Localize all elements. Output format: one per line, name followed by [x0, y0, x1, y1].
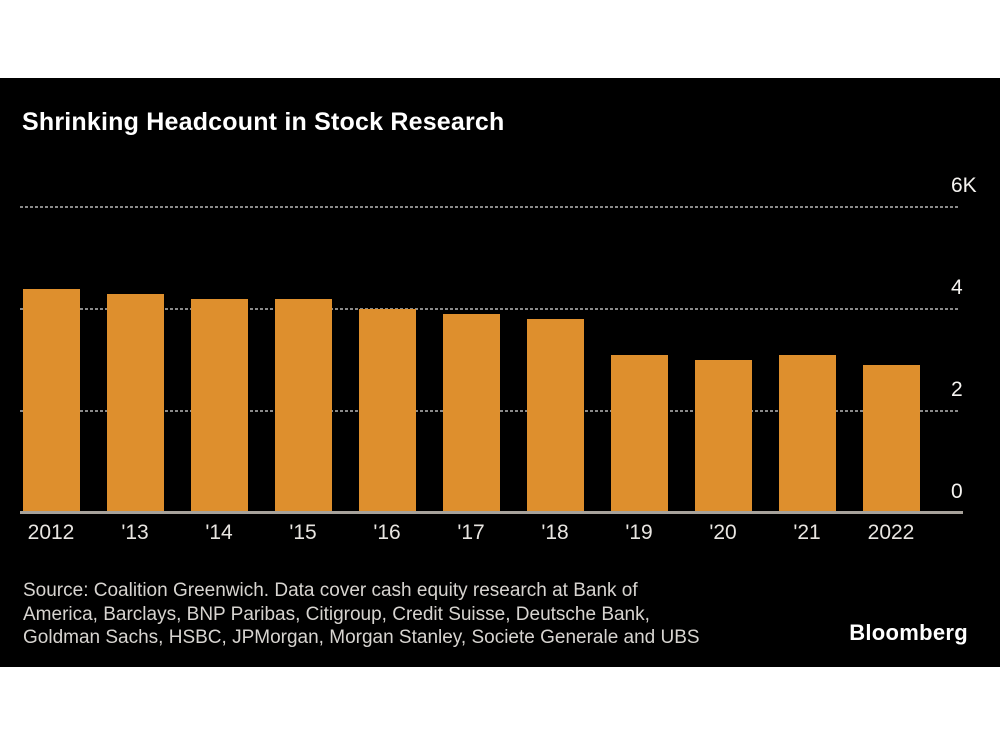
x-tick-label-21: '21 [793, 521, 821, 544]
x-tick-label-17: '17 [457, 521, 485, 544]
x-axis-line [20, 511, 963, 514]
source-line: America, Barclays, BNP Paribas, Citigrou… [23, 603, 650, 625]
bloomberg-logo: Bloomberg [849, 620, 968, 645]
x-tick-label-20: '20 [709, 521, 737, 544]
chart-title: Shrinking Headcount in Stock Research [22, 108, 505, 136]
bar-19 [610, 354, 668, 513]
x-tick-label-15: '15 [289, 521, 317, 544]
bar-14 [190, 298, 248, 513]
x-tick-label-2022: 2022 [867, 521, 915, 544]
bar-20 [694, 360, 752, 513]
gridline-6k [20, 206, 960, 208]
bar-2012 [22, 288, 80, 513]
bar-15 [274, 298, 332, 513]
bar-21 [778, 354, 836, 513]
x-tick-label-13: '13 [121, 521, 149, 544]
bar-2022 [862, 365, 920, 513]
source-line: Goldman Sachs, HSBC, JPMorgan, Morgan St… [23, 627, 700, 648]
x-tick-label-2012: 2012 [27, 521, 75, 544]
bar-16 [358, 309, 416, 513]
source-line: Source: Coalition Greenwich. Data cover … [23, 580, 638, 601]
plot-area: 6K 4 2 0 2012 '13 '14 '15 '16 '17 '18 '19 '20 '21 2022 [20, 175, 977, 544]
x-tick-label-14: '14 [205, 521, 233, 544]
bar-17 [442, 314, 500, 513]
chart-panel: Shrinking Headcount in Stock Research 6K… [0, 78, 1000, 667]
y-tick-label-6k: 6K [951, 174, 977, 197]
y-tick-label-0: 0 [951, 480, 963, 503]
y-tick-label-2: 2 [951, 378, 963, 401]
x-tick-label-18: '18 [541, 521, 569, 544]
gridline-4 [20, 308, 960, 310]
bar-13 [106, 293, 164, 513]
bar-18 [526, 319, 584, 513]
y-tick-label-4: 4 [951, 276, 963, 299]
source-note: Source: Coalition Greenwich. Data cover … [23, 579, 700, 650]
x-tick-label-19: '19 [625, 521, 653, 544]
x-tick-label-16: '16 [373, 521, 401, 544]
